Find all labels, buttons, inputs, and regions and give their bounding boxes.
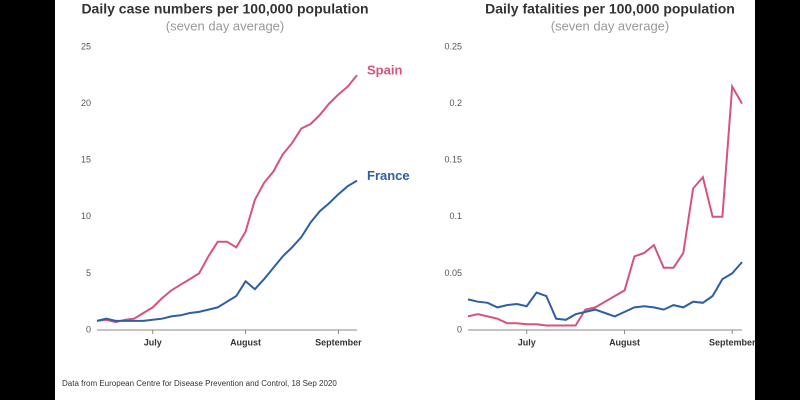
y-tick-label: 25 bbox=[81, 41, 91, 51]
y-tick-label: 0.1 bbox=[449, 211, 462, 221]
y-tick-label: 20 bbox=[81, 98, 91, 108]
chart-subtitle: (seven day average) bbox=[166, 18, 285, 33]
y-tick-label: 10 bbox=[81, 211, 91, 221]
y-tick-label: 0 bbox=[86, 324, 91, 334]
chart-title: Daily fatalities per 100,000 population bbox=[485, 1, 735, 17]
y-tick-label: 0 bbox=[457, 324, 462, 334]
x-tick-label: July bbox=[518, 337, 536, 347]
x-tick-label: August bbox=[609, 337, 640, 347]
series-line bbox=[96, 74, 358, 324]
y-tick-label: 0.2 bbox=[449, 98, 462, 108]
chart-title: Daily case numbers per 100,000 populatio… bbox=[81, 1, 368, 17]
y-tick-label: 0.05 bbox=[444, 268, 462, 278]
canvas bbox=[55, 0, 755, 400]
series-label: Spain bbox=[367, 63, 402, 78]
source-note: Data from European Centre for Disease Pr… bbox=[62, 379, 337, 388]
series-label: France bbox=[367, 168, 410, 183]
x-tick-label: July bbox=[144, 337, 162, 347]
x-tick-label: August bbox=[230, 337, 261, 347]
y-tick-label: 15 bbox=[81, 155, 91, 165]
series-line bbox=[96, 179, 358, 322]
y-tick-label: 0.25 bbox=[444, 41, 462, 51]
series-line bbox=[467, 83, 743, 327]
y-tick-label: 0.15 bbox=[444, 155, 462, 165]
x-tick-label: September bbox=[315, 337, 362, 347]
y-tick-label: 5 bbox=[86, 268, 91, 278]
chart-subtitle: (seven day average) bbox=[551, 18, 670, 33]
x-tick-label: September bbox=[709, 337, 756, 347]
series-line bbox=[467, 261, 743, 321]
